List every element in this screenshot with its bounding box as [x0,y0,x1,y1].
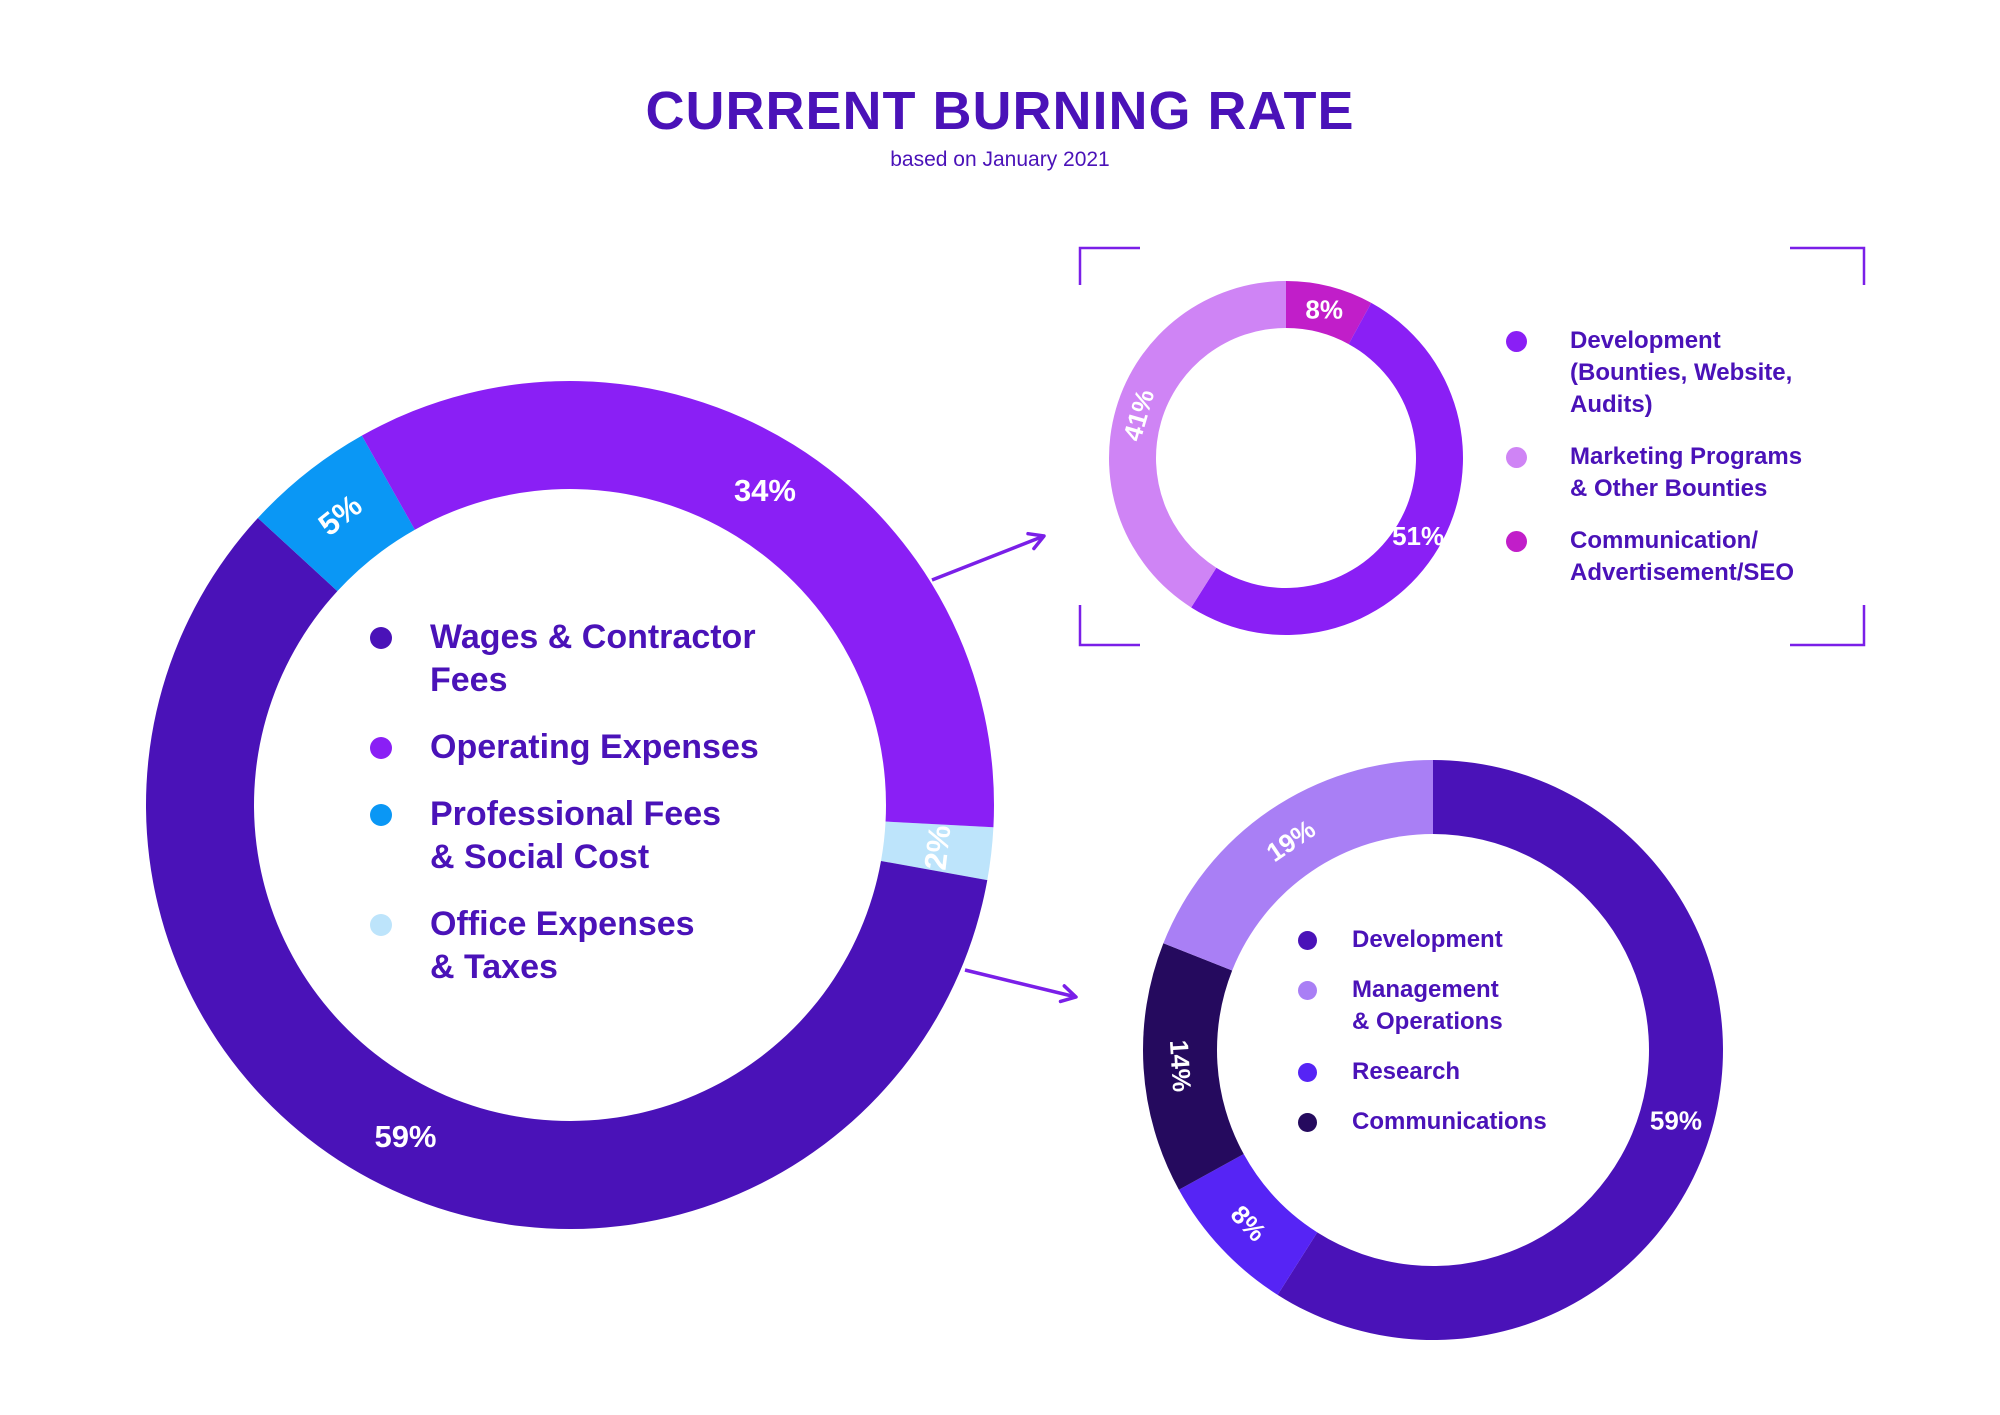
legend-label-marketing-programs-other-bounties: Marketing Programs & Other Bounties [1570,443,1803,502]
slice-development-bounties-website-audits [1191,302,1464,636]
legend-dot-management-operations [1298,981,1317,1000]
data-label-office-expenses-taxes: 2% [918,823,958,872]
legend-label-operating-expenses: Operating Expenses [430,728,759,766]
data-label-wages-contractor-fees: 59% [374,1119,436,1154]
legend-item-research: Research [1296,1056,1676,1088]
slice-office-expenses-taxes [881,821,994,881]
slice-research [1178,1154,1318,1295]
slice-development [1277,760,1723,1340]
legend-item-development-bounties-website-audits: Development (Bounties, Website, Audits) [1506,325,1946,421]
donut-chart-operating-breakdown: 8%51%41% [1108,281,1464,636]
legend-label-wages-contractor-fees: Wages & Contractor Fees [430,618,756,699]
legend-wages-breakdown: Development Management & Operations Resear… [1296,924,1676,1156]
legend-item-communication-advertisement-seo: Communication/ Advertisement/SEO [1506,525,1946,589]
legend-label-management-operations: Management & Operations [1352,976,1503,1035]
legend-label-professional-fees-social-cost: Professional Fees & Social Cost [430,795,722,876]
legend-label-communications: Communications [1352,1108,1547,1135]
legend-dot-professional-fees-social-cost [370,804,392,826]
frame-corner-bottom-right [1790,605,1866,647]
page-subtitle: based on January 2021 [890,148,1110,171]
legend-item-operating-expenses: Operating Expenses [370,726,810,769]
legend-item-wages-contractor-fees: Wages & Contractor Fees [370,616,810,702]
legend-dot-operating-expenses [370,737,392,759]
legend-label-office-expenses-taxes: Office Expenses & Taxes [430,905,695,986]
legend-item-office-expenses-taxes: Office Expenses & Taxes [370,903,810,989]
legend-dot-research [1298,1063,1317,1082]
legend-item-marketing-programs-other-bounties: Marketing Programs & Other Bounties [1506,441,1946,505]
legend-dot-development-bounties-website-audits [1506,331,1527,352]
data-label-communications: 14% [1164,1039,1197,1093]
legend-dot-communications [1298,1113,1317,1132]
legend-label-development: Development [1352,926,1503,953]
legend-dot-wages-contractor-fees [370,627,392,649]
data-label-development: 59% [1650,1106,1702,1136]
slice-management-operations [1163,760,1433,971]
donut-chart-wages-breakdown: 59%8%14%19% [1142,760,1723,1340]
data-label-communication-advertisement-seo: 8% [1305,294,1343,324]
donut-chart-main: 2%59%5% 34% [146,381,995,1229]
arrow-to-operating-breakdown [931,531,1046,582]
breakdown-frame [1078,246,1866,647]
slice-professional-fees-social-cost [257,435,415,592]
legend-dot-marketing-programs-other-bounties [1506,447,1527,468]
slice-marketing-programs-other-bounties [1108,281,1286,608]
legend-dot-communication-advertisement-seo [1506,531,1527,552]
legend-item-communications: Communications [1296,1106,1676,1138]
slice-communications [1142,943,1244,1190]
slice-wages-contractor-fees [146,518,988,1229]
slice-communication-advertisement-seo [1286,281,1372,345]
frame-corner-top-right [1790,246,1866,285]
legend-label-communication-advertisement-seo: Communication/ Advertisement/SEO [1570,527,1795,586]
frame-corner-top-left [1078,246,1140,285]
frame-corner-bottom-left [1078,605,1140,647]
legend-item-professional-fees-social-cost: Professional Fees & Social Cost [370,793,810,879]
slice-operating-expenses [361,381,995,828]
data-label-development-bounties-website-audits: 51% [1392,521,1444,551]
page-title: CURRENT BURNING RATE [645,81,1355,141]
data-label-operating-expenses: 34% [734,473,796,508]
legend-dot-development [1298,931,1317,950]
connector-arrows [931,531,1078,1004]
legend-item-development: Development [1296,924,1676,956]
arrow-to-wages-breakdown [964,968,1078,1004]
legend-item-management-operations: Management & Operations [1296,974,1676,1038]
legend-dot-office-expenses-taxes [370,914,392,936]
legend-operating-breakdown: Development (Bounties, Website, Audits) M… [1506,325,1946,609]
legend-label-development-bounties-website-audits: Development (Bounties, Website, Audits) [1570,327,1793,418]
legend-label-research: Research [1352,1058,1461,1085]
legend-main: Wages & Contractor Fees Operating Expense… [370,616,810,1013]
